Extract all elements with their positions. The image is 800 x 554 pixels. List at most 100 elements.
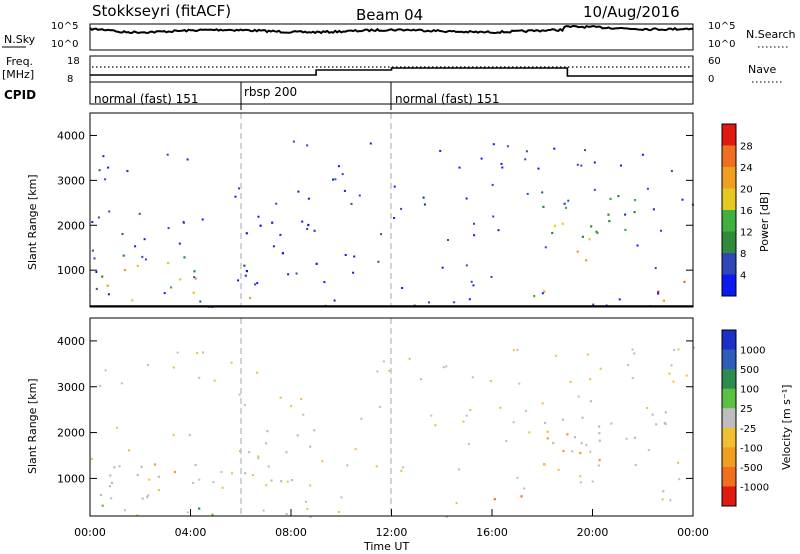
heatmap-cell-168 bbox=[469, 408, 472, 411]
heatmap-cell-14 bbox=[147, 494, 150, 497]
heatmap-cell-161 bbox=[309, 516, 312, 518]
heatmap-cell-142 bbox=[576, 163, 579, 166]
heatmap-cell-110 bbox=[379, 405, 382, 408]
heatmap-cell-38 bbox=[655, 423, 658, 426]
heatmap-cell-159 bbox=[593, 161, 596, 164]
date-title: 10/Aug/2016 bbox=[583, 3, 680, 21]
heatmap-cell-44 bbox=[588, 238, 591, 241]
cpid-panel: CPID normal (fast) 151 rbsp 200 normal (… bbox=[4, 81, 694, 110]
heatmap-cell-155 bbox=[492, 143, 495, 146]
heatmap-cell-32 bbox=[581, 416, 584, 419]
x-tick-label-1: 04:00 bbox=[175, 526, 207, 539]
heatmap-cell-61 bbox=[234, 195, 237, 198]
heatmap-cell-101 bbox=[541, 191, 544, 194]
heatmap-cell-127 bbox=[182, 220, 185, 223]
heatmap-cell-140 bbox=[265, 484, 268, 487]
heatmap-cell-133 bbox=[580, 164, 583, 167]
heatmap-cell-0 bbox=[131, 299, 134, 302]
heatmap-cell-34 bbox=[598, 425, 601, 428]
heatmap-cell-43 bbox=[553, 224, 557, 227]
heatmap-cell-51 bbox=[546, 437, 549, 440]
heatmap-cell-140 bbox=[201, 218, 204, 221]
heatmap-cell-126 bbox=[212, 481, 215, 484]
heatmap-cell-82 bbox=[352, 271, 355, 274]
velocity-y-label: Slant Range [km] bbox=[26, 378, 39, 474]
velocity-colorbar-swatch-5 bbox=[722, 427, 736, 448]
heatmap-cell-118 bbox=[353, 255, 356, 258]
heatmap-cell-120 bbox=[146, 496, 149, 499]
velocity-colorbar-tick-7: -1000 bbox=[740, 482, 769, 493]
heatmap-cell-81 bbox=[360, 417, 363, 420]
heatmap-cell-22 bbox=[243, 264, 246, 267]
velocity-panel: 1000 2000 3000 4000 Slant Range [km] 1000 50… bbox=[26, 317, 793, 553]
heatmap-cell-129 bbox=[597, 464, 600, 467]
heatmap-cell-146 bbox=[220, 471, 223, 473]
heatmap-cell-31 bbox=[561, 418, 564, 421]
nsky-trace bbox=[89, 24, 694, 35]
heatmap-cell-135 bbox=[491, 183, 494, 186]
heatmap-cell-137 bbox=[376, 370, 379, 373]
time-x-axis: 00:00 04:00 08:00 12:00 16:00 20:00 00:00 bbox=[74, 509, 709, 539]
x-tick-label-2: 08:00 bbox=[275, 526, 307, 539]
heatmap-cell-112 bbox=[128, 449, 130, 452]
power-colorbar-tick-5: 24 bbox=[740, 163, 753, 174]
heatmap-cell-13 bbox=[126, 169, 129, 173]
heatmap-cell-127 bbox=[591, 480, 594, 483]
velocity-colorbar-swatch-6 bbox=[722, 447, 736, 468]
heatmap-cell-28 bbox=[520, 495, 523, 498]
heatmap-cell-6 bbox=[194, 463, 197, 467]
heatmap-cell-77 bbox=[422, 196, 425, 199]
heatmap-cell-35 bbox=[551, 231, 554, 235]
heatmap-cell-125 bbox=[523, 487, 526, 490]
heatmap-cell-29 bbox=[493, 498, 496, 501]
heatmap-cell-157 bbox=[358, 194, 361, 197]
heatmap-cell-4 bbox=[110, 481, 114, 484]
heatmap-cell-156 bbox=[95, 271, 98, 273]
heatmap-cell-106 bbox=[641, 153, 644, 156]
heatmap-cell-63 bbox=[442, 366, 445, 369]
velocity-colorbar-tick-0: 1000 bbox=[740, 346, 765, 357]
heatmap-cell-108 bbox=[677, 348, 680, 351]
heatmap-cell-162 bbox=[238, 393, 241, 396]
cpid-segment-1: normal (fast) 151 bbox=[94, 92, 198, 106]
heatmap-cell-62 bbox=[254, 283, 257, 286]
x-tick-label-3: 12:00 bbox=[376, 526, 408, 539]
heatmap-cell-70 bbox=[541, 292, 544, 295]
heatmap-cell-143 bbox=[537, 167, 540, 170]
heatmap-cell-80 bbox=[167, 227, 170, 230]
heatmap-cell-124 bbox=[237, 279, 240, 282]
heatmap-cell-150 bbox=[423, 203, 426, 206]
heatmap-cell-87 bbox=[497, 229, 500, 232]
heatmap-cell-55 bbox=[473, 222, 475, 225]
heatmap-cell-92 bbox=[500, 162, 503, 165]
heatmap-cell-65 bbox=[257, 455, 260, 458]
heatmap-cell-55 bbox=[669, 499, 672, 502]
heatmap-cell-149 bbox=[458, 468, 460, 471]
heatmap-cell-129 bbox=[525, 150, 528, 153]
heatmap-cell-171 bbox=[458, 166, 461, 169]
nave-tick-top-right: 60 bbox=[708, 56, 721, 67]
heatmap-cell-114 bbox=[333, 299, 336, 302]
cpid-segment-3: normal (fast) 151 bbox=[395, 92, 499, 106]
heatmap-cell-89 bbox=[401, 287, 404, 289]
heatmap-cell-57 bbox=[646, 407, 649, 410]
freq-trace bbox=[90, 67, 693, 77]
heatmap-cell-7 bbox=[179, 278, 182, 281]
heatmap-cell-109 bbox=[272, 245, 275, 248]
heatmap-cell-103 bbox=[340, 496, 343, 499]
heatmap-cell-106 bbox=[290, 405, 293, 408]
heatmap-cell-69 bbox=[95, 287, 98, 290]
heatmap-cell-45 bbox=[585, 259, 588, 262]
heatmap-cell-132 bbox=[110, 497, 113, 500]
heatmap-cell-72 bbox=[470, 280, 473, 283]
heatmap-cell-54 bbox=[552, 442, 555, 445]
heatmap-cell-100 bbox=[380, 233, 383, 236]
heatmap-cell-121 bbox=[430, 414, 433, 417]
heatmap-cell-19 bbox=[280, 480, 283, 483]
heatmap-cell-92 bbox=[375, 465, 378, 468]
heatmap-cell-50 bbox=[598, 459, 601, 462]
heatmap-cell-111 bbox=[678, 478, 681, 481]
heatmap-cell-122 bbox=[467, 443, 470, 446]
power-colorbar-tick-0: 4 bbox=[740, 271, 746, 282]
heatmap-cell-36 bbox=[573, 436, 576, 439]
